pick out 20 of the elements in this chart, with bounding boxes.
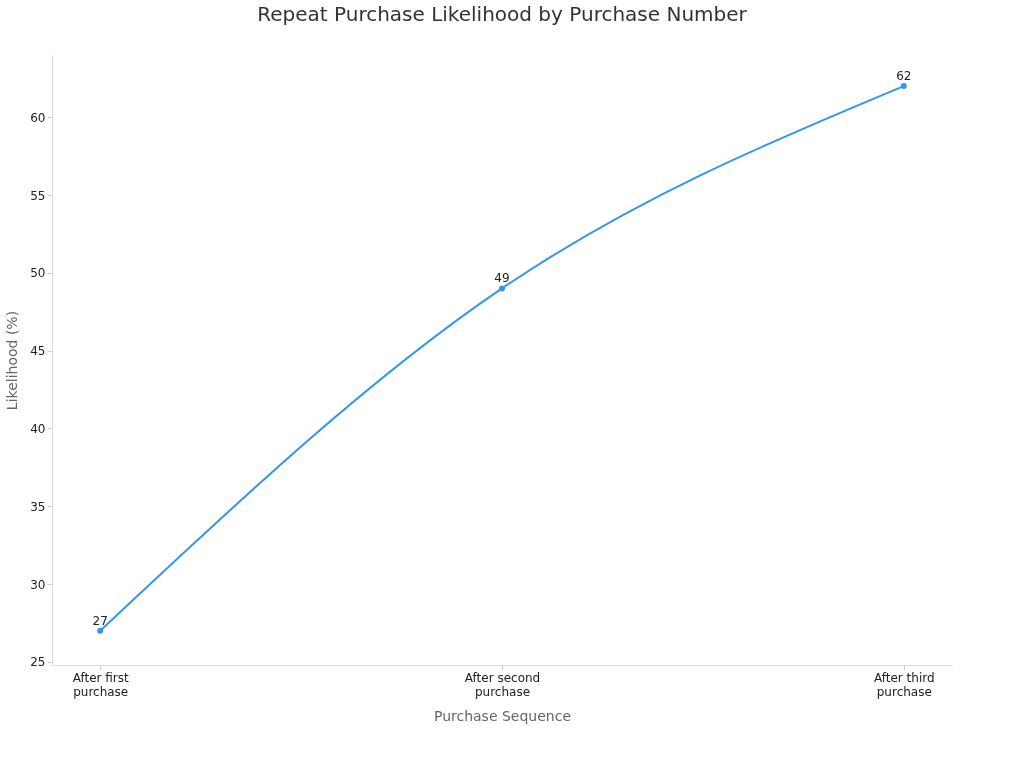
x-tick-label: After second purchase — [464, 670, 541, 699]
point — [499, 285, 505, 292]
x-axis-title: Purchase Sequence — [433, 707, 572, 724]
y-tick-label: 30 — [30, 577, 46, 592]
x-tick-label: After third purchase — [873, 670, 935, 699]
chart-title: Repeat Purchase Likelihood by Purchase Number — [257, 2, 748, 26]
data-label: 27 — [92, 613, 108, 628]
y-tick-label: 55 — [30, 188, 46, 203]
y-tick-label: 60 — [30, 110, 46, 125]
y-tick-label: 50 — [30, 266, 46, 281]
x-tick-label: After first purchase — [72, 670, 130, 699]
y-tick-label: 40 — [30, 421, 46, 436]
y-tick-label: 35 — [30, 499, 46, 514]
data-label: 62 — [896, 69, 912, 84]
data-label: 49 — [494, 271, 510, 286]
point — [900, 83, 907, 90]
y-tick-label: 25 — [30, 655, 46, 670]
y-axis-title: Likelihood (%) — [4, 310, 21, 411]
y-tick-label: 45 — [30, 344, 46, 359]
point — [97, 627, 104, 634]
